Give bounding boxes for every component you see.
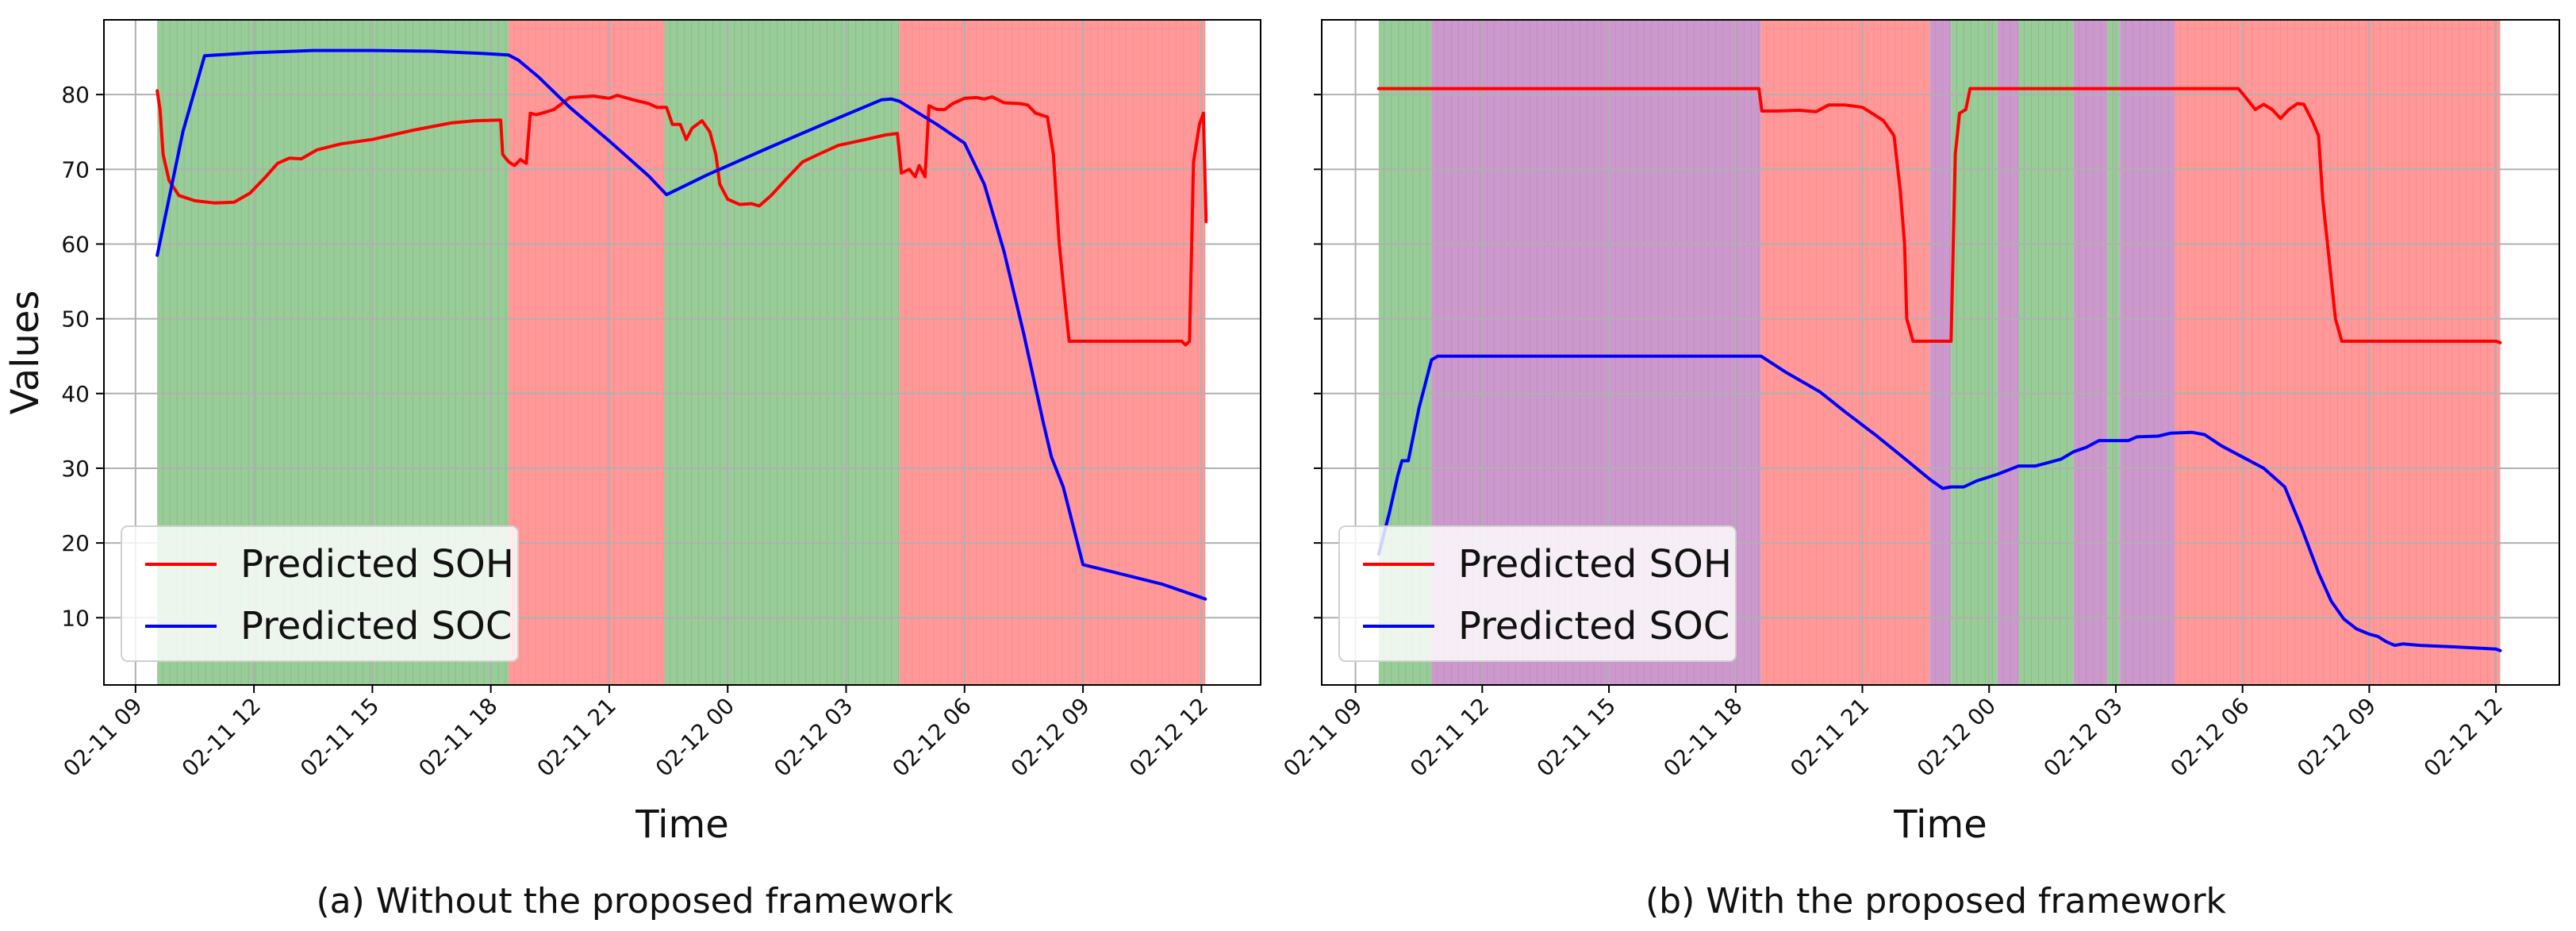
panel-b: 02-11 09 02-11 12 02-11 15 02-11 18 02-11 21… bbox=[1278, 19, 2560, 847]
caption-b: (b) With the proposed framework bbox=[1645, 881, 2227, 921]
y-axis bbox=[1314, 94, 1322, 619]
x-tick-label: 02-11 21 bbox=[1785, 693, 1874, 782]
x-tick-label: 02-11 18 bbox=[413, 693, 502, 782]
series bbox=[1376, 87, 2502, 652]
legend-box bbox=[121, 525, 519, 662]
x-tick-label: 02-11 09 bbox=[1278, 693, 1367, 782]
x-axis-label: Time bbox=[1893, 802, 1987, 847]
state-bands bbox=[1378, 20, 2501, 685]
x-tick-label: 02-11 12 bbox=[1405, 693, 1494, 782]
state-band-purple bbox=[1929, 20, 1952, 685]
y-axis: 10 20 30 40 50 60 70 80 bbox=[61, 82, 104, 631]
x-tick-label: 02-12 06 bbox=[887, 693, 976, 782]
x-tick-label: 02-12 09 bbox=[1006, 693, 1095, 782]
legend: Predicted SOH Predicted SOC bbox=[121, 525, 519, 662]
x-tick-label: 02-12 12 bbox=[1124, 693, 1213, 782]
state-band-red bbox=[899, 20, 1206, 685]
grid bbox=[1322, 20, 2559, 685]
state-band-red bbox=[509, 20, 665, 685]
y-tick-label: 60 bbox=[61, 231, 90, 257]
x-tick-label: 02-11 09 bbox=[58, 693, 147, 782]
y-tick-label: 50 bbox=[61, 306, 90, 333]
state-band-purple bbox=[2120, 20, 2175, 685]
x-tick-label: 02-11 18 bbox=[1658, 693, 1747, 782]
legend-label-soh: Predicted SOH bbox=[1458, 542, 1732, 587]
x-tick-label: 02-12 12 bbox=[2419, 693, 2508, 782]
series-line-soc bbox=[1376, 354, 2502, 652]
state-band-purple bbox=[1997, 20, 2019, 685]
x-axis-label: Time bbox=[635, 802, 728, 847]
panel-a: 10 20 30 40 50 60 70 80 02-11 09 02-11 12 02-11 15… bbox=[3, 19, 1261, 847]
x-tick-label: 02-11 15 bbox=[1532, 693, 1621, 782]
x-tick-label: 02-12 03 bbox=[769, 693, 858, 782]
state-band-red bbox=[2175, 20, 2501, 685]
series-line-soh bbox=[155, 89, 1208, 347]
y-tick-label: 30 bbox=[61, 456, 90, 482]
state-bands bbox=[157, 20, 1206, 685]
state-band-red bbox=[1760, 20, 1930, 685]
legend-label-soh: Predicted SOH bbox=[240, 542, 514, 587]
y-tick-label: 70 bbox=[61, 156, 90, 183]
x-tick-label: 02-11 15 bbox=[295, 693, 384, 782]
legend: Predicted SOH Predicted SOC bbox=[1338, 525, 1737, 662]
y-tick-label: 80 bbox=[61, 82, 90, 108]
x-axis: 02-11 09 02-11 12 02-11 15 02-11 18 02-11 21… bbox=[58, 685, 1213, 782]
x-tick-label: 02-11 21 bbox=[532, 693, 621, 782]
state-band-green bbox=[2018, 20, 2074, 685]
state-band-purple bbox=[2073, 20, 2108, 685]
legend-box bbox=[1338, 525, 1737, 662]
state-band-green bbox=[664, 20, 900, 685]
x-tick-label: 02-12 00 bbox=[1912, 693, 2001, 782]
y-tick-label: 20 bbox=[61, 530, 90, 556]
x-axis: 02-11 09 02-11 12 02-11 15 02-11 18 02-11 21… bbox=[1278, 685, 2508, 782]
axes-frame bbox=[103, 19, 1261, 686]
x-tick-label: 02-12 00 bbox=[651, 693, 739, 782]
y-tick-label: 40 bbox=[61, 381, 90, 407]
y-tick-label: 10 bbox=[61, 605, 90, 631]
legend-label-soc: Predicted SOC bbox=[1458, 604, 1729, 648]
axes-frame bbox=[1321, 19, 2560, 686]
state-band-green bbox=[2107, 20, 2121, 685]
series-line-soh bbox=[1376, 87, 2502, 344]
x-tick-label: 02-12 06 bbox=[2165, 693, 2254, 782]
legend-label-soc: Predicted SOC bbox=[240, 604, 512, 648]
y-axis-label: Values bbox=[3, 290, 48, 415]
series-line-soc bbox=[155, 48, 1207, 601]
x-tick-label: 02-12 03 bbox=[2039, 693, 2128, 782]
series bbox=[155, 48, 1208, 601]
caption-a: (a) Without the proposed framework bbox=[316, 881, 954, 921]
x-tick-label: 02-11 12 bbox=[177, 693, 266, 782]
x-tick-label: 02-12 09 bbox=[2292, 693, 2381, 782]
